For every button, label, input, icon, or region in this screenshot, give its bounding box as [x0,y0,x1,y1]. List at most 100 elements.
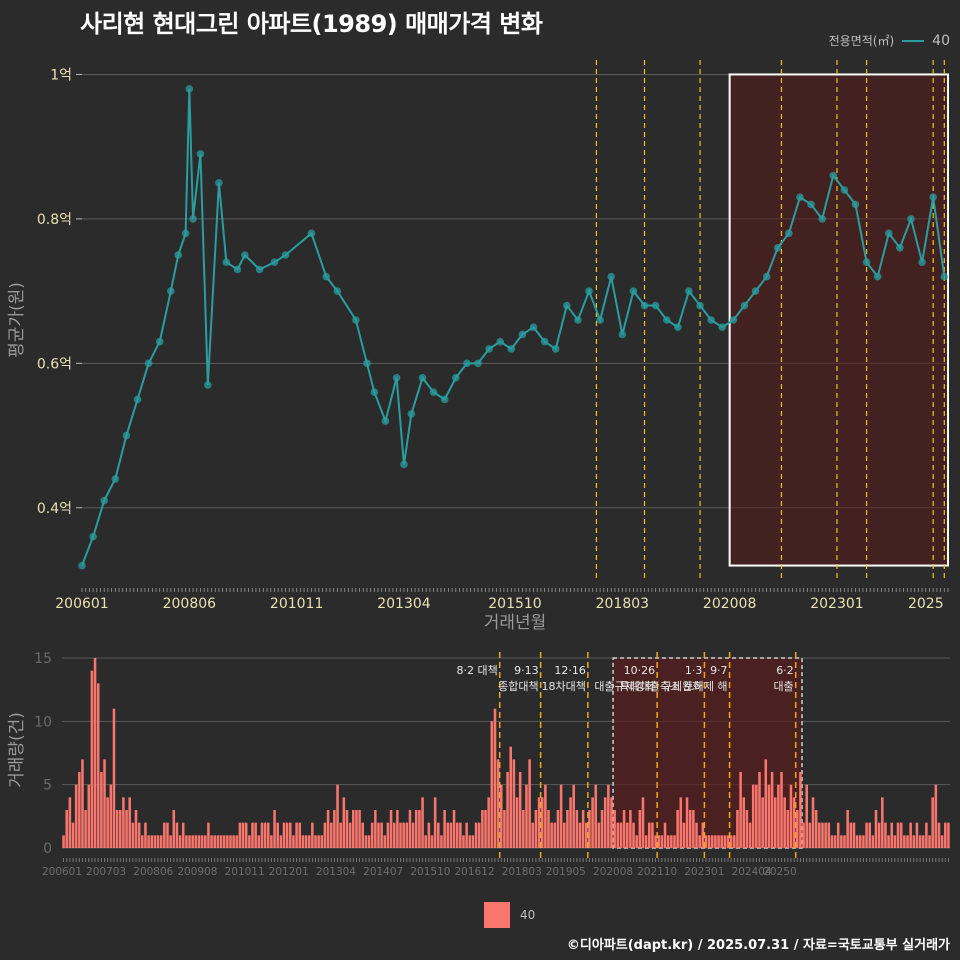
volume-bar [811,797,815,848]
volume-bar [666,835,670,848]
volume-bar [830,835,834,848]
price-point [762,272,771,281]
price-point [529,323,538,332]
volume-bar [399,822,402,848]
price-point [718,323,727,332]
volume-bar [777,784,780,848]
volume-bar [918,835,922,848]
x-tick-label: 201407 [363,866,403,878]
volume-bar [808,822,812,848]
price-point [392,373,401,382]
volume-bar [531,822,535,848]
volume-bar [559,784,563,848]
volume-bar [358,810,361,848]
volume-bar [323,822,327,848]
volume-bar [566,810,569,848]
volume-bar [452,810,456,848]
volume-bar [449,822,453,848]
volume-bar [509,746,512,848]
x-tick-label: 202008 [703,596,756,612]
volume-bar [556,810,560,848]
price-point [122,431,131,440]
volume-bar [739,772,742,848]
volume-bar [188,835,191,848]
x-tick-label: 202110 [637,866,677,878]
volume-bar [603,797,607,848]
volume-bar [585,822,588,848]
price-point [474,359,482,368]
policy-annotation: 6·2 [776,664,794,677]
volume-bar [641,797,645,848]
volume-bar [153,835,157,848]
volume-bar [462,835,465,848]
volume-bar [704,835,708,848]
volume-bar [874,810,878,848]
price-line [81,88,946,566]
volume-bar [783,797,786,848]
volume-bar [377,822,380,848]
y-tick-label: 1억 [50,67,72,83]
volume-bar [307,835,311,848]
volume-bar [361,822,364,848]
volume-bar [468,835,472,848]
price-point [78,561,86,570]
y-tick-label: 0.4억 [37,501,72,517]
volume-bar [163,822,166,848]
legend-title: 전용면적(㎡) [828,34,895,48]
volume-bar [389,810,393,848]
volume-bar [591,797,594,848]
price-point [574,316,582,324]
volume-bar [544,784,547,848]
volume-bar [490,721,494,848]
volume-bar [616,822,620,848]
price-point [204,381,212,389]
volume-bar [150,835,154,848]
volume-bar [780,772,783,848]
volume-bar [862,835,865,848]
volume-bar [698,835,701,848]
volume-bar [899,822,903,848]
x-tick-label: 202404 [732,866,772,878]
volume-bar [260,822,264,848]
x-tick-label: 200601 [42,866,82,878]
volume-bar [282,822,286,848]
volume-bar [74,784,78,848]
volume-bar [600,810,604,848]
price-point [241,251,249,259]
volume-bar [477,822,481,848]
volume-bar [915,822,919,848]
volume-bar [364,835,368,848]
volume-bar [257,835,261,848]
volume-bar [487,797,490,848]
volume-bar [663,822,667,848]
volume-bar [685,797,689,848]
volume-bar [443,810,446,848]
volume-bar [821,822,824,848]
price-point [189,215,197,223]
policy-annotation: 12·16 [554,664,586,677]
price-point [785,229,793,238]
volume-bar [789,784,793,848]
volume-bar [141,835,144,848]
price-point [651,301,660,310]
price-point [440,395,449,404]
volume-bar [814,810,818,848]
policy-annotation: 규제완화 [662,680,702,693]
volume-bar [396,810,399,848]
price-point [307,229,316,238]
policy-annotation: 9·13 [514,664,539,677]
x-tick-label: 202008 [593,866,633,878]
volume-bar [581,810,585,848]
volume-bar [112,708,116,848]
volume-bar [767,784,771,848]
volume-bar [207,822,210,848]
price-point [270,258,279,267]
volume-bar [392,822,396,848]
volume-bar [229,835,232,848]
volume-bar [805,784,808,848]
volume-bar [887,835,890,848]
volume-bar [304,835,308,848]
volume-bar [578,822,582,848]
volume-bar [241,822,245,848]
volume-bar [824,822,827,848]
